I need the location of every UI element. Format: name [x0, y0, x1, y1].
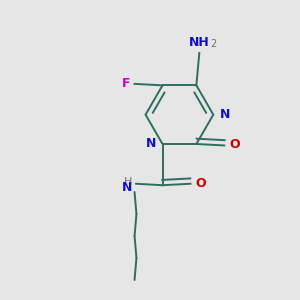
Text: 2: 2 [211, 39, 217, 50]
Text: N: N [220, 108, 230, 121]
Text: N: N [146, 137, 156, 151]
Text: O: O [195, 177, 206, 190]
Text: F: F [122, 77, 130, 90]
Text: N: N [122, 182, 133, 194]
Text: O: O [229, 138, 240, 152]
Text: NH: NH [189, 36, 210, 50]
Text: H: H [124, 177, 133, 187]
